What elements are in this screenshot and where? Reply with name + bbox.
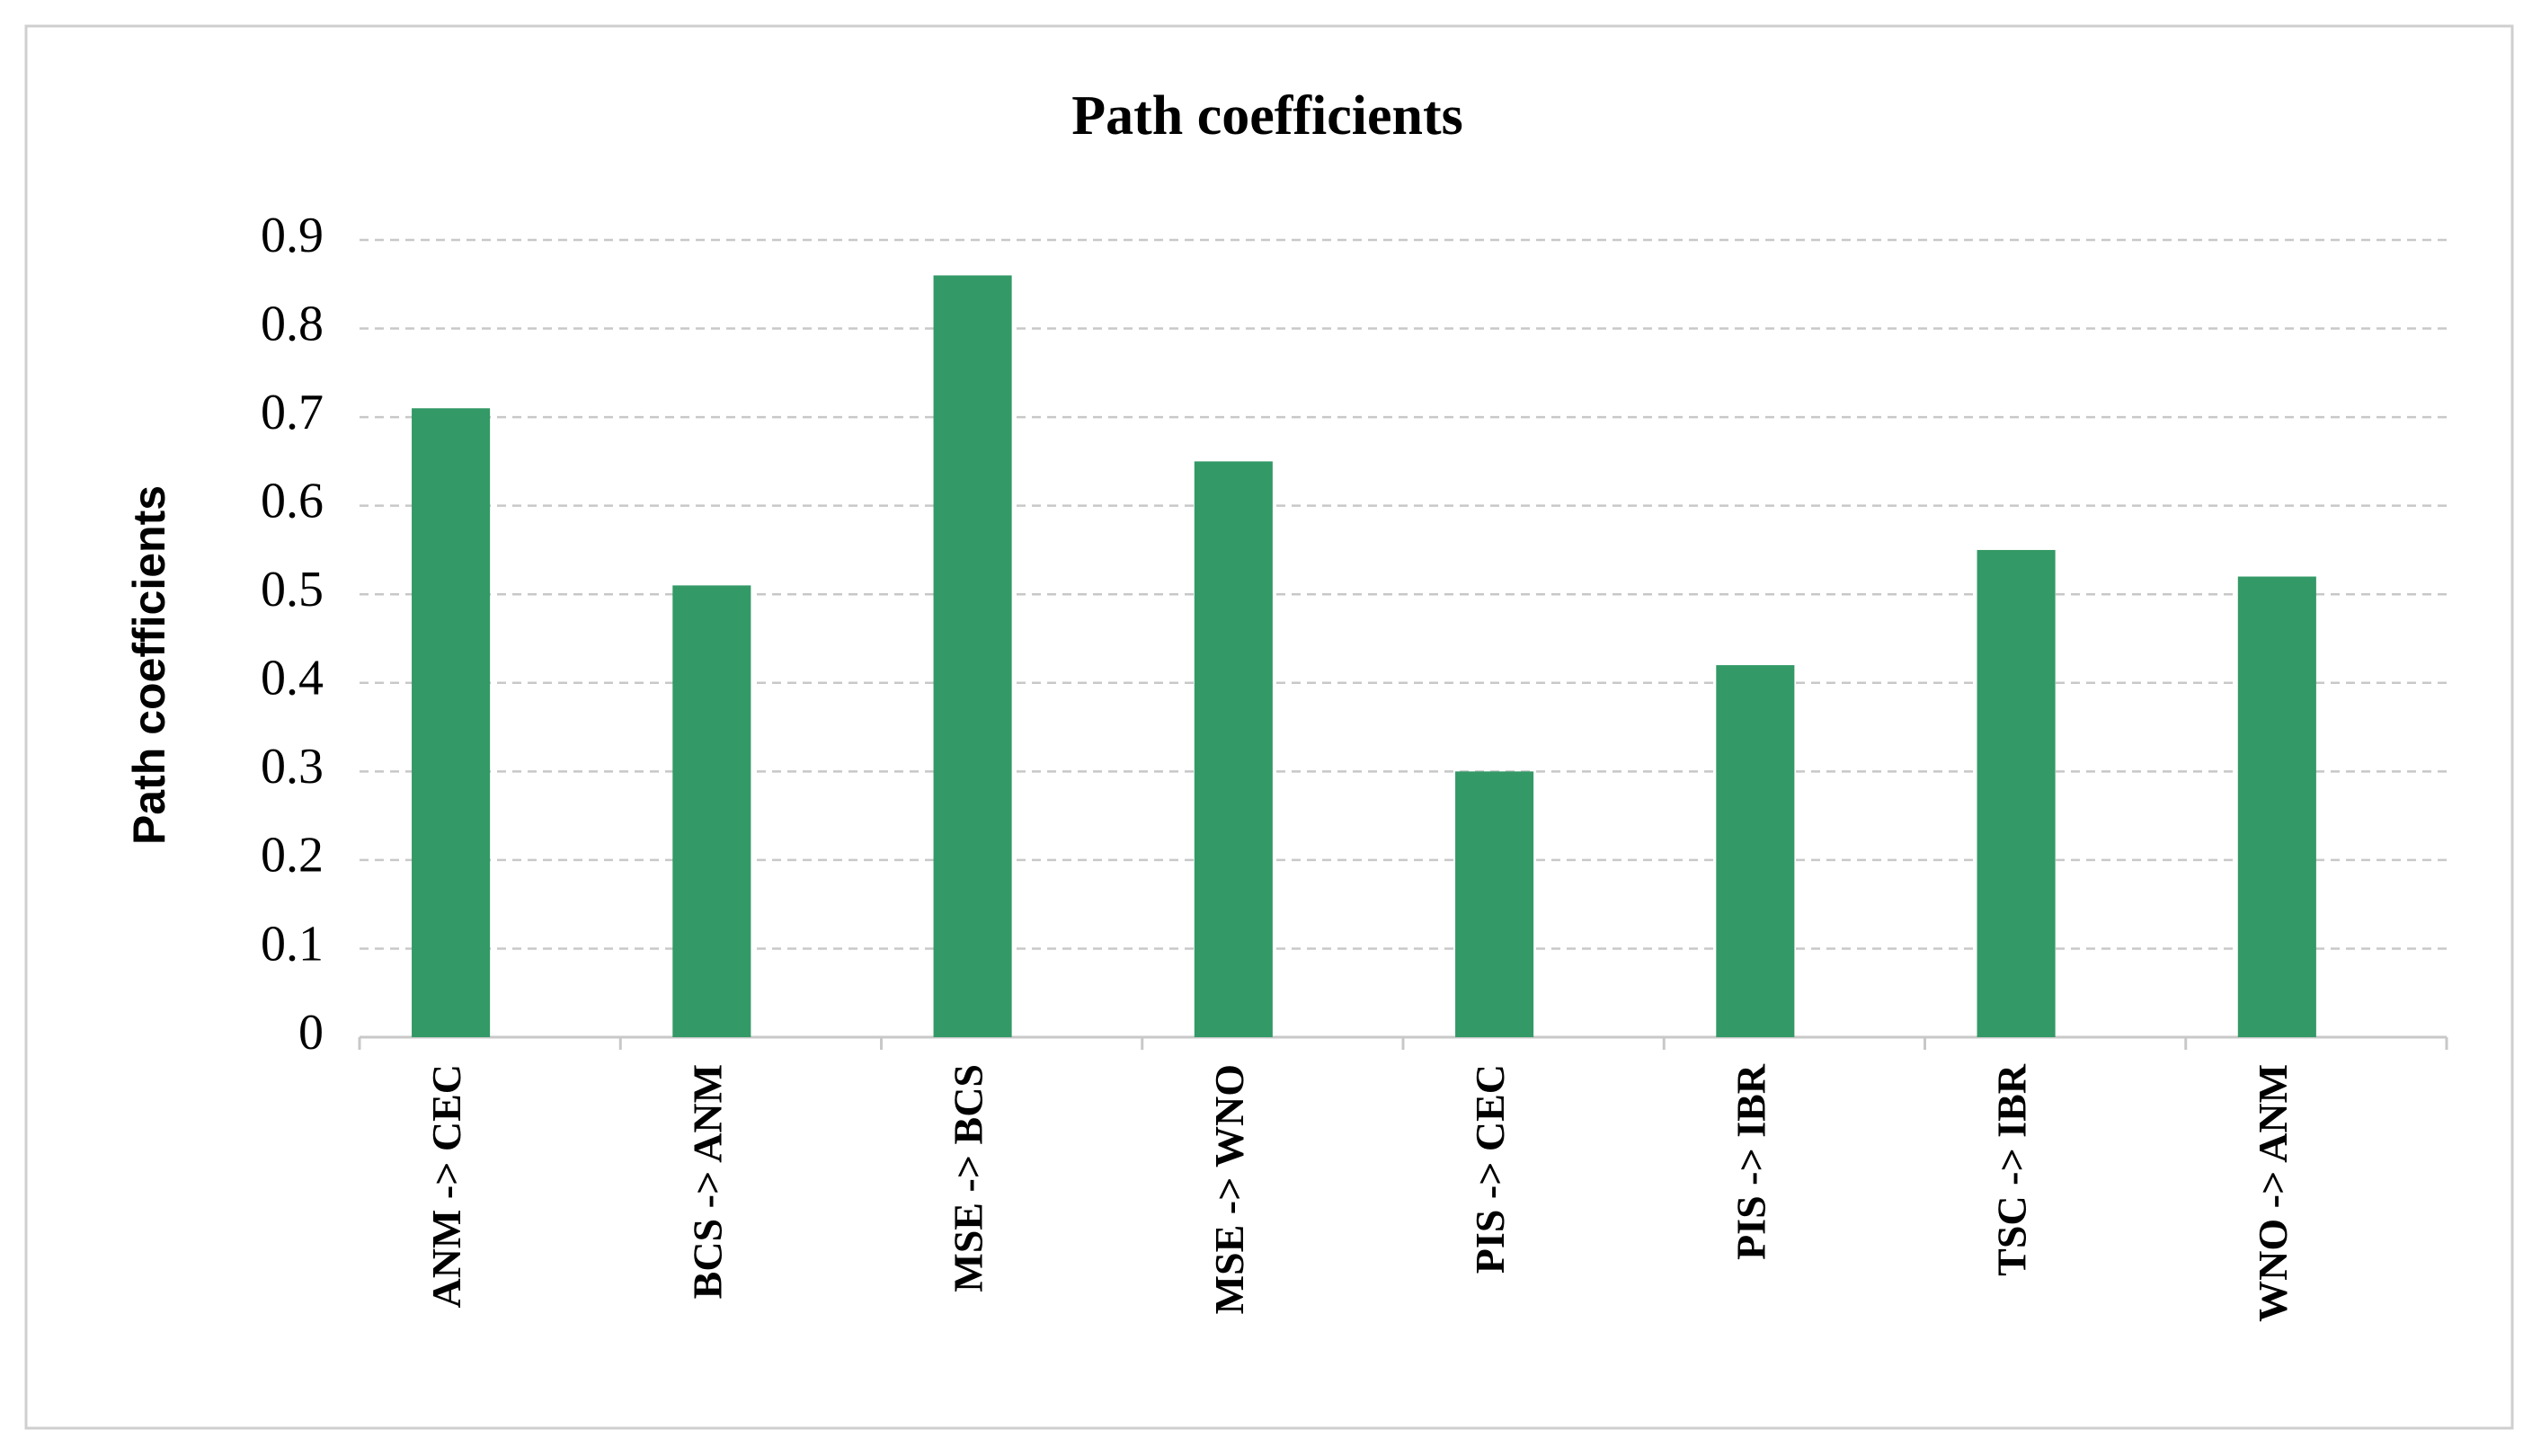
y-tick-label: 0.4 bbox=[261, 651, 324, 706]
y-tick-label: 0 bbox=[298, 1005, 324, 1061]
x-tick-label: BCS -> ANM bbox=[684, 1064, 730, 1299]
x-tick-label: WNO -> ANM bbox=[2250, 1064, 2296, 1322]
x-tick-label: PIS -> CEC bbox=[1467, 1064, 1513, 1274]
chart-title: Path coefficients bbox=[1071, 85, 1463, 146]
bar bbox=[672, 585, 751, 1037]
bar bbox=[2237, 576, 2316, 1037]
x-tick-label: MSE -> BCS bbox=[946, 1064, 991, 1292]
y-tick-label: 0.2 bbox=[261, 828, 324, 883]
y-tick-label: 0.3 bbox=[261, 739, 324, 795]
x-tick-label: ANM -> CEC bbox=[423, 1064, 469, 1309]
x-tick-label: TSC -> IBR bbox=[1989, 1063, 2035, 1276]
y-tick-label: 0.5 bbox=[261, 562, 324, 617]
bar bbox=[933, 275, 1012, 1037]
bar bbox=[1194, 461, 1273, 1037]
y-axis-title: Path coefficients bbox=[124, 485, 174, 845]
y-tick-label: 0.7 bbox=[261, 385, 324, 440]
bar bbox=[412, 408, 491, 1037]
bar bbox=[1455, 771, 1534, 1037]
y-tick-label: 0.8 bbox=[261, 296, 324, 351]
y-tick-label: 0.1 bbox=[261, 916, 324, 972]
y-tick-label: 0.6 bbox=[261, 474, 324, 529]
x-tick-label: PIS -> IBR bbox=[1728, 1063, 1773, 1260]
y-tick-label: 0.9 bbox=[261, 208, 324, 263]
bar bbox=[1977, 549, 2056, 1037]
bar bbox=[1716, 665, 1795, 1037]
x-tick-label: MSE -> WNO bbox=[1206, 1064, 1252, 1314]
